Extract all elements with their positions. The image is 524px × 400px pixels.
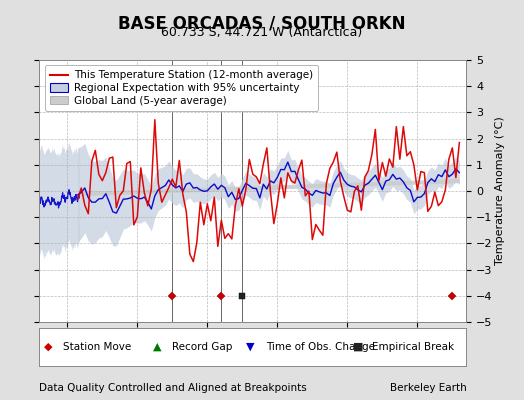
- Text: 60.733 S, 44.721 W (Antarctica): 60.733 S, 44.721 W (Antarctica): [161, 26, 363, 39]
- Text: ▼: ▼: [246, 342, 255, 352]
- Text: Data Quality Controlled and Aligned at Breakpoints: Data Quality Controlled and Aligned at B…: [39, 383, 307, 393]
- Legend: This Temperature Station (12-month average), Regional Expectation with 95% uncer: This Temperature Station (12-month avera…: [45, 65, 318, 111]
- Text: ◆: ◆: [43, 342, 52, 352]
- Text: BASE ORCADAS / SOUTH ORKN: BASE ORCADAS / SOUTH ORKN: [118, 14, 406, 32]
- Text: Record Gap: Record Gap: [172, 342, 232, 352]
- Text: Station Move: Station Move: [63, 342, 131, 352]
- Text: ▲: ▲: [152, 342, 161, 352]
- Text: Berkeley Earth: Berkeley Earth: [390, 383, 466, 393]
- Text: ■: ■: [353, 342, 364, 352]
- Y-axis label: Temperature Anomaly (°C): Temperature Anomaly (°C): [495, 117, 505, 265]
- Text: Time of Obs. Change: Time of Obs. Change: [266, 342, 375, 352]
- Text: Empirical Break: Empirical Break: [373, 342, 454, 352]
